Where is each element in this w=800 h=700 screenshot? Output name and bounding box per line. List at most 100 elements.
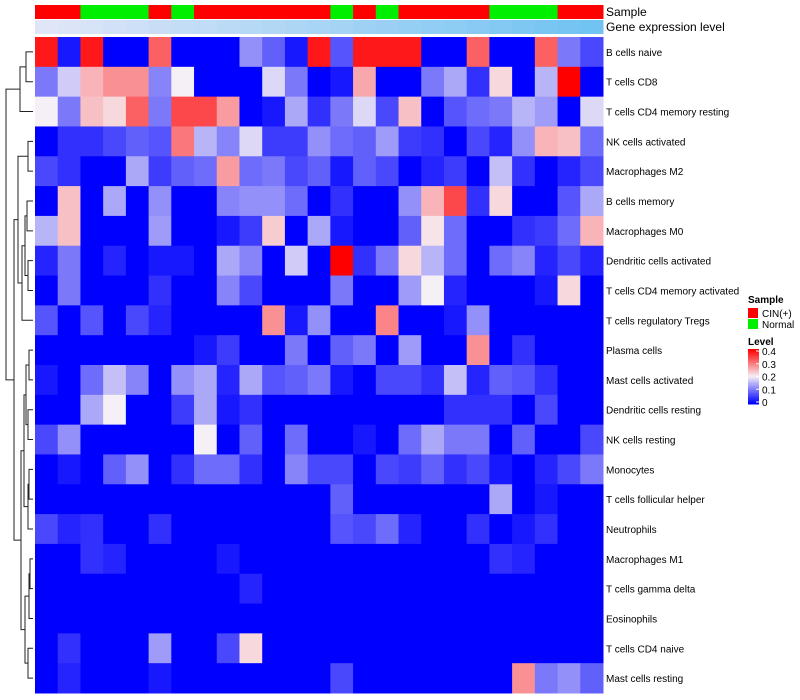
heatmap-cell	[375, 365, 400, 396]
row-label: NK cells resting	[606, 436, 675, 447]
heatmap-cell	[239, 275, 263, 306]
heatmap-cell	[262, 335, 286, 366]
heatmap-cell	[148, 96, 172, 127]
heatmap-cell	[148, 543, 172, 575]
heatmap-cell	[262, 573, 286, 605]
gene-expression-annotation-cell	[512, 20, 536, 34]
heatmap-cell	[57, 424, 81, 455]
heatmap-cell	[35, 215, 59, 247]
level-colorbar-segment	[748, 399, 759, 402]
heatmap-cell	[557, 96, 581, 127]
heatmap-cell	[148, 394, 172, 426]
heatmap-cell	[489, 573, 513, 605]
heatmap-cell	[125, 66, 150, 98]
heatmap-cell	[512, 305, 536, 336]
heatmap-cell	[512, 156, 536, 187]
heatmap-cell	[375, 215, 400, 247]
heatmap-cell	[580, 454, 604, 485]
heatmap-cell	[398, 126, 422, 157]
sample-annotation-cell	[284, 5, 309, 19]
level-colorbar-segment	[748, 387, 759, 390]
heatmap-cell	[148, 245, 172, 277]
heatmap-cell	[35, 126, 59, 157]
heatmap-cell	[557, 394, 581, 426]
row-dendrogram	[5, 51, 33, 679]
heatmap-cell	[557, 305, 581, 336]
heatmap-cell	[398, 186, 422, 217]
heatmap-cell	[489, 424, 513, 455]
heatmap-cell	[239, 603, 263, 634]
heatmap-cell	[171, 275, 195, 306]
heatmap-cell	[216, 543, 240, 575]
heatmap-cell	[307, 394, 331, 426]
heatmap-cell	[330, 215, 354, 247]
heatmap-cell	[35, 514, 59, 545]
heatmap-cell	[284, 126, 309, 157]
heatmap-cell	[307, 484, 331, 515]
heatmap-cell	[557, 633, 581, 664]
heatmap-cell	[284, 186, 309, 217]
heatmap-cell	[103, 454, 127, 485]
heatmap-cell	[466, 215, 490, 247]
heatmap-cell	[307, 633, 331, 664]
heatmap-cell	[125, 275, 150, 306]
heatmap-cell	[216, 126, 240, 157]
heatmap-cell	[421, 66, 445, 98]
heatmap-cell	[80, 215, 104, 247]
heatmap-cell	[57, 543, 81, 575]
heatmap-cell	[557, 126, 581, 157]
heatmap-cell	[398, 275, 422, 306]
heatmap-cell	[194, 543, 218, 575]
heatmap-cell	[489, 126, 513, 157]
sample-annotation-cell	[262, 5, 286, 19]
heatmap-cell	[466, 156, 490, 187]
heatmap-cell	[534, 484, 559, 515]
heatmap-cell	[125, 573, 150, 605]
heatmap-cell	[353, 96, 377, 127]
heatmap-cell	[216, 603, 240, 634]
heatmap-cell	[398, 603, 422, 634]
heatmap-cell	[57, 186, 81, 217]
level-colorbar-segment	[748, 386, 759, 388]
heatmap-cell	[80, 156, 104, 187]
heatmap-cell	[262, 484, 286, 515]
heatmap-cell	[171, 305, 195, 336]
gene-expression-annotation-cell	[171, 20, 195, 34]
heatmap-cell	[35, 603, 59, 634]
level-colorbar-segment	[748, 373, 759, 376]
heatmap-cell	[239, 424, 263, 455]
heatmap-cell	[194, 156, 218, 187]
heatmap-cell	[239, 663, 263, 694]
heatmap-cell	[307, 126, 331, 157]
heatmap-cell	[103, 66, 127, 98]
heatmap-cells	[35, 37, 604, 694]
row-label: T cells follicular helper	[606, 495, 705, 506]
row-label: T cells gamma delta	[606, 585, 696, 596]
heatmap-cell	[398, 484, 422, 515]
heatmap-cell	[466, 454, 490, 485]
heatmap-cell	[534, 454, 559, 485]
row-label: Macrophages M1	[606, 555, 684, 566]
dendrogram-branch	[27, 409, 33, 441]
heatmap-cell	[580, 365, 604, 396]
heatmap-cell	[512, 603, 536, 634]
heatmap-cell	[216, 663, 240, 694]
heatmap-cell	[534, 186, 559, 217]
heatmap-cell	[307, 573, 331, 605]
heatmap-cell	[80, 394, 104, 426]
heatmap-cell	[443, 186, 468, 217]
heatmap-cell	[307, 96, 331, 127]
heatmap-cell	[421, 365, 445, 396]
heatmap-cell	[375, 156, 400, 187]
heatmap-cell	[398, 156, 422, 187]
heatmap-cell	[512, 514, 536, 545]
heatmap-cell	[148, 365, 172, 396]
heatmap-cell	[148, 37, 172, 68]
heatmap-cell	[125, 394, 150, 426]
heatmap-cell	[284, 514, 309, 545]
heatmap-cell	[284, 335, 309, 366]
heatmap-cell	[534, 365, 559, 396]
heatmap-cell	[284, 394, 309, 426]
heatmap-cell	[466, 394, 490, 426]
heatmap-cell	[534, 573, 559, 605]
